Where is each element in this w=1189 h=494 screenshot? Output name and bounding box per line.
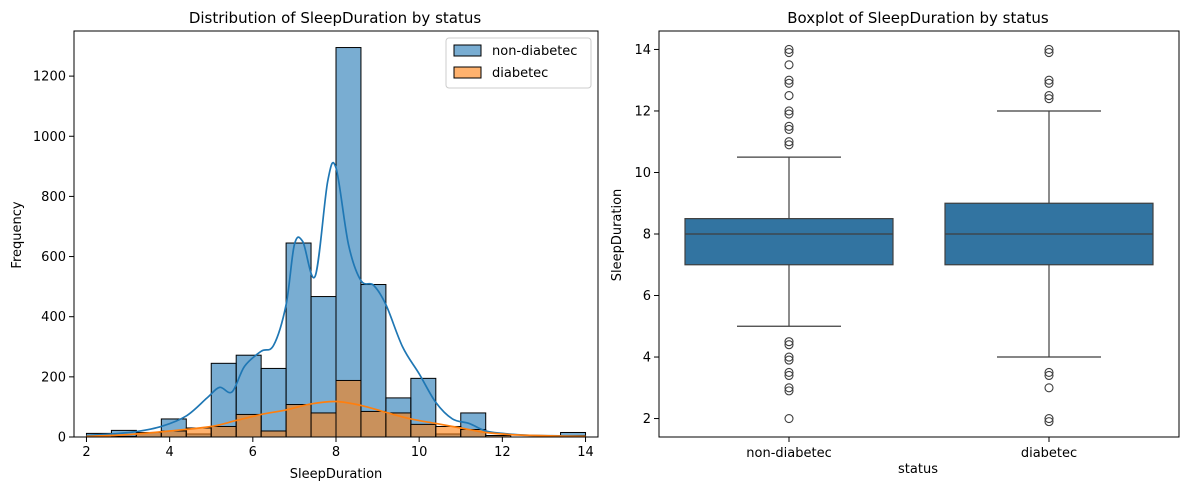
boxplot-elements bbox=[684, 44, 1154, 427]
outlier-point bbox=[784, 140, 794, 150]
y-tick-label: 6 bbox=[643, 289, 651, 304]
outlier-point bbox=[1044, 44, 1054, 55]
outlier-point bbox=[784, 370, 794, 381]
legend-swatch-non-diabetec bbox=[453, 44, 482, 57]
outlier-point bbox=[1044, 75, 1054, 85]
outlier-point bbox=[784, 78, 794, 88]
x-tick-label: non-diabetec bbox=[746, 446, 831, 461]
x-tick-label: diabetec bbox=[1021, 446, 1077, 461]
outlier-point bbox=[784, 124, 794, 134]
outlier-point bbox=[784, 75, 794, 85]
legend-label-non-diabetec: non-diabetec bbox=[492, 44, 577, 59]
outlier-point bbox=[784, 106, 794, 116]
y-tick-label: 12 bbox=[634, 104, 651, 119]
legend-frame bbox=[445, 37, 592, 89]
boxplot-x-ticks: non-diabetec diabetec bbox=[746, 437, 1077, 461]
outlier-point bbox=[784, 60, 794, 70]
legend-swatch-diabetec bbox=[453, 66, 482, 79]
y-tick-label: 1200 bbox=[33, 70, 66, 85]
outlier-point bbox=[784, 386, 794, 396]
y-tick-label: 1000 bbox=[33, 130, 66, 145]
x-tick-label: 6 bbox=[249, 445, 257, 460]
outlier-point bbox=[784, 121, 794, 131]
histogram-x-axis-label: SleepDuration bbox=[290, 467, 383, 482]
outlier-point bbox=[784, 367, 794, 377]
x-tick-label: 10 bbox=[411, 445, 428, 460]
y-tick-label: 4 bbox=[643, 351, 651, 366]
outlier-point bbox=[1044, 94, 1054, 104]
diabetec-bar bbox=[335, 379, 362, 438]
legend-label-diabetec: diabetec bbox=[492, 66, 548, 81]
outlier-point bbox=[784, 413, 794, 424]
diabetec-bar bbox=[410, 423, 437, 438]
x-tick-label: 8 bbox=[332, 445, 340, 460]
outlier-point bbox=[784, 340, 794, 350]
y-tick-label: 10 bbox=[634, 166, 651, 181]
histogram-x-ticks: 2 4 6 8 10 12 14 bbox=[82, 437, 594, 460]
diabetec-bar bbox=[210, 425, 237, 438]
outlier-point bbox=[784, 352, 794, 362]
x-tick-label: 14 bbox=[577, 445, 594, 460]
legend: non-diabetec diabetec bbox=[445, 37, 592, 89]
outlier-point bbox=[1044, 383, 1054, 393]
outlier-point bbox=[1044, 370, 1054, 381]
outlier-point bbox=[784, 137, 794, 147]
y-tick-label: 2 bbox=[643, 412, 651, 427]
y-tick-label: 8 bbox=[643, 228, 651, 243]
histogram-title: Distribution of SleepDuration by status bbox=[189, 9, 482, 27]
outlier-point bbox=[1044, 417, 1054, 427]
outlier-point bbox=[1044, 413, 1054, 424]
x-tick-label: 12 bbox=[494, 445, 511, 460]
boxplot-x-axis-label: status bbox=[898, 462, 938, 477]
iqr-box bbox=[684, 218, 894, 266]
outlier-point bbox=[784, 91, 794, 101]
outlier-point bbox=[784, 44, 794, 55]
outlier-point bbox=[784, 337, 794, 347]
outlier-point bbox=[784, 109, 794, 119]
outlier-point bbox=[784, 383, 794, 393]
histogram-y-axis-label: Frequency bbox=[10, 201, 25, 268]
x-tick-label: 4 bbox=[166, 445, 174, 460]
boxplot-y-axis-label: SleepDuration bbox=[610, 189, 625, 282]
non-diabetec-bars bbox=[85, 47, 587, 438]
boxplot-chart: Boxplot of SleepDuration by status non-d… bbox=[610, 9, 1180, 477]
non-diabetec-kde-line bbox=[86, 161, 586, 437]
outlier-point bbox=[1044, 367, 1054, 377]
non-diabetec-bar bbox=[260, 367, 287, 438]
y-tick-label: 14 bbox=[634, 43, 651, 58]
diabetec-bar bbox=[260, 430, 287, 438]
y-tick-label: 800 bbox=[41, 190, 66, 205]
outlier-point bbox=[784, 355, 794, 365]
diabetec-bar bbox=[310, 412, 337, 438]
y-tick-label: 0 bbox=[58, 431, 66, 446]
boxplot-title: Boxplot of SleepDuration by status bbox=[787, 9, 1049, 27]
outlier-point bbox=[784, 47, 794, 58]
y-tick-label: 200 bbox=[41, 370, 66, 385]
boxplot-y-ticks: 2 4 6 8 10 12 14 bbox=[634, 43, 659, 427]
outlier-point bbox=[1044, 47, 1054, 58]
diabetec-bar bbox=[360, 410, 387, 438]
outlier-point bbox=[1044, 91, 1054, 101]
histogram-y-ticks: 0 200 400 600 800 1000 1200 bbox=[33, 70, 74, 446]
x-tick-label: 2 bbox=[82, 445, 90, 460]
y-tick-label: 400 bbox=[41, 310, 66, 325]
outlier-point bbox=[1044, 78, 1054, 88]
y-tick-label: 600 bbox=[41, 250, 66, 265]
diabetec-kde-line bbox=[86, 400, 586, 438]
histogram-chart: Distribution of SleepDuration by status … bbox=[10, 9, 599, 482]
